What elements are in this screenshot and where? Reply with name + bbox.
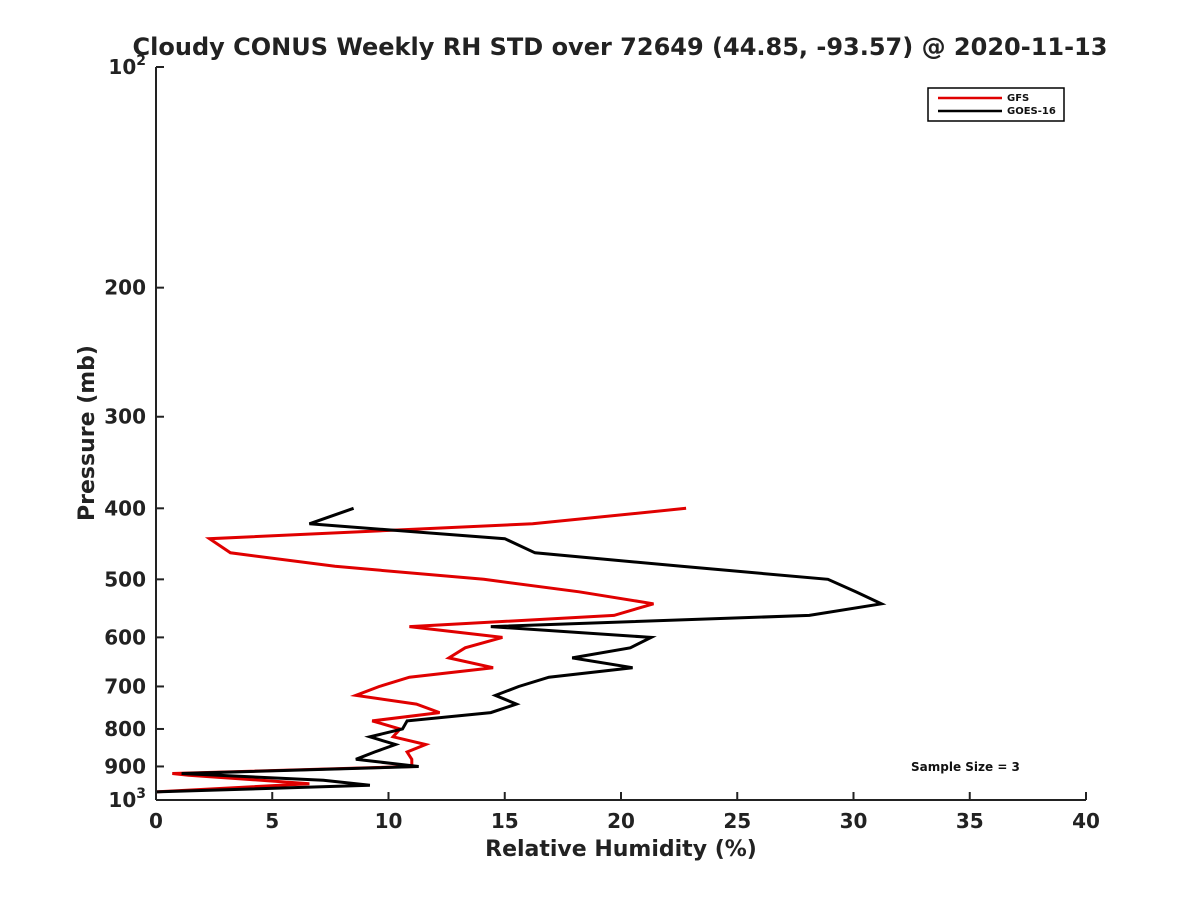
legend-label-gfs: GFS (1007, 93, 1029, 104)
y-tick-label: 500 (104, 567, 146, 591)
y-tick-label: 700 (104, 674, 146, 698)
x-tick-label: 20 (607, 809, 635, 833)
x-tick-label: 25 (723, 809, 751, 833)
legend-box (927, 87, 1065, 122)
x-tick-label: 10 (375, 809, 403, 833)
y-tick-label: 300 (104, 405, 146, 429)
x-tick-label: 40 (1072, 809, 1100, 833)
series-line-gfs (155, 506, 687, 794)
chart-title: Cloudy CONUS Weekly RH STD over 72649 (4… (133, 33, 1108, 61)
y-tick-label: 800 (104, 717, 146, 741)
legend: GFS GOES-16 (927, 87, 1065, 122)
x-tick-label: 0 (149, 809, 163, 833)
sample-size-annotation: Sample Size = 3 (911, 760, 1020, 774)
legend-label-goes16: GOES-16 (1007, 106, 1056, 117)
y-tick-label: 102 (108, 53, 146, 79)
y-tick-label: 103 (108, 786, 146, 812)
y-ticks: 102 200 300 400 500 600 700 800 900 103 (104, 53, 164, 812)
x-ticks: 0 5 10 15 20 25 30 35 40 (149, 792, 1100, 833)
y-tick-label: 600 (104, 625, 146, 649)
plot-area: 0 5 10 15 20 25 30 35 40 102 200 300 400 500 600 700 80… (104, 53, 1100, 833)
y-tick-label: 200 (104, 276, 146, 300)
x-tick-label: 15 (491, 809, 519, 833)
y-axis-label: Pressure (mb) (75, 345, 100, 521)
x-tick-label: 5 (265, 809, 279, 833)
x-tick-label: 30 (840, 809, 868, 833)
y-tick-label: 900 (104, 754, 146, 778)
series-line-goes16 (155, 506, 887, 794)
x-axis-label: Relative Humidity (%) (485, 837, 757, 862)
series-layer (155, 506, 887, 794)
y-tick-label: 400 (104, 496, 146, 520)
x-tick-label: 35 (956, 809, 984, 833)
